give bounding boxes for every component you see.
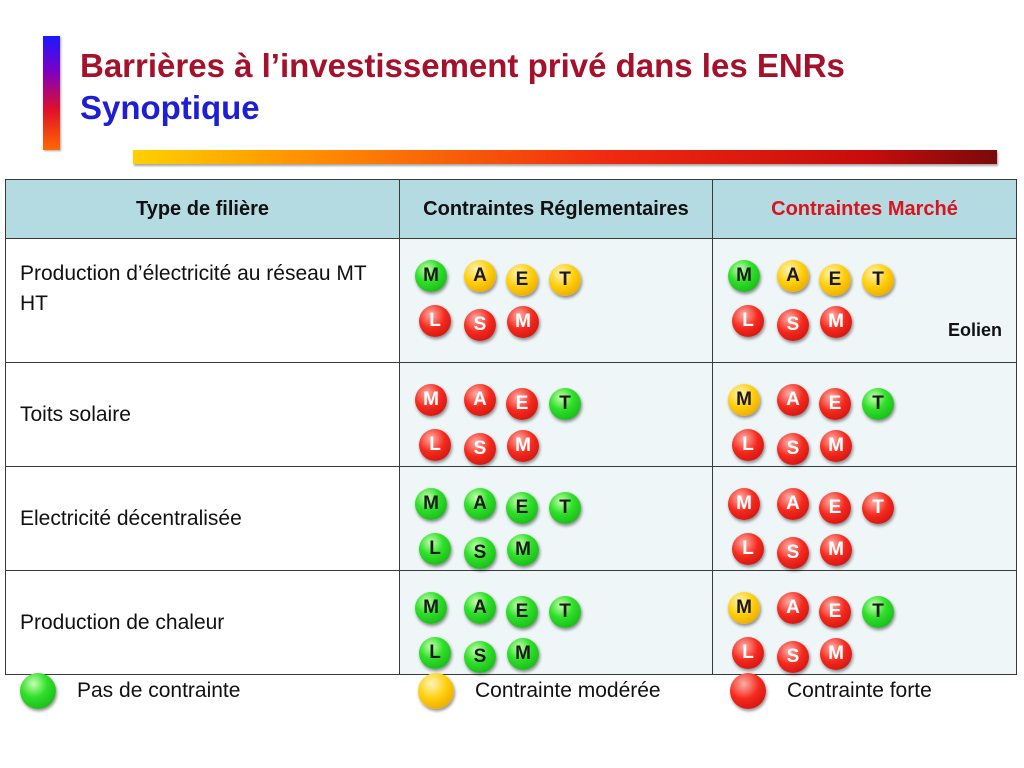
constraint-ball-strong-constraint: L: [732, 533, 764, 565]
constraint-ball-no-constraint: T: [549, 492, 581, 524]
legend-label: Pas de contrainte: [77, 679, 241, 702]
constraint-ball-moderate-constraint: M: [728, 384, 760, 416]
red-dot-icon: [730, 673, 766, 709]
constraint-ball-moderate-constraint: A: [777, 260, 809, 292]
constraint-ball-strong-constraint: S: [777, 641, 809, 673]
constraint-ball-moderate-constraint: T: [549, 264, 581, 296]
constraint-ball-strong-constraint: S: [777, 537, 809, 569]
constraint-ball-strong-constraint: M: [820, 430, 852, 462]
constraint-ball-no-constraint: E: [506, 492, 538, 524]
legend-moderate-constraint: Contrainte modérée: [418, 673, 661, 709]
constraint-ball-strong-constraint: T: [862, 492, 894, 524]
legend-label: Contrainte forte: [787, 679, 932, 702]
constraint-ball-strong-constraint: E: [506, 388, 538, 420]
constraint-ball-strong-constraint: S: [464, 433, 496, 465]
constraint-ball-moderate-constraint: E: [506, 264, 538, 296]
synopsis-table: Type de filière Contraintes Réglementair…: [5, 179, 1017, 675]
constraint-ball-moderate-constraint: M: [728, 592, 760, 624]
constraint-ball-no-constraint: T: [549, 388, 581, 420]
legend-no-constraint: Pas de contrainte: [20, 673, 240, 709]
green-dot-icon: [20, 673, 56, 709]
legend-label: Contrainte modérée: [475, 679, 661, 702]
constraint-ball-strong-constraint: M: [820, 638, 852, 670]
title-accent-bar: [43, 36, 60, 150]
constraint-ball-strong-constraint: L: [732, 637, 764, 669]
constraint-ball-no-constraint: E: [506, 596, 538, 628]
constraint-ball-strong-constraint: S: [777, 309, 809, 341]
constraint-ball-strong-constraint: M: [507, 306, 539, 338]
constraint-ball-strong-constraint: A: [777, 592, 809, 624]
page-subtitle: Synoptique: [80, 89, 260, 126]
constraint-ball-no-constraint: M: [507, 638, 539, 670]
constraint-ball-strong-constraint: A: [777, 384, 809, 416]
constraint-ball-no-constraint: T: [549, 596, 581, 628]
market-note: Eolien: [947, 320, 1002, 340]
constraint-ball-strong-constraint: M: [820, 534, 852, 566]
constraint-ball-strong-constraint: E: [819, 492, 851, 524]
constraint-ball-strong-constraint: E: [819, 596, 851, 628]
constraint-ball-strong-constraint: S: [777, 433, 809, 465]
constraint-ball-strong-constraint: L: [419, 305, 451, 337]
constraint-ball-strong-constraint: E: [819, 388, 851, 420]
title-underline-bar: [133, 150, 997, 164]
column-header-marche: Contraintes Marché: [712, 179, 1017, 239]
table-row: Production d’électricité au réseau MT HT…: [5, 238, 1017, 363]
constraint-ball-no-constraint: M: [415, 260, 447, 292]
constraint-ball-strong-constraint: L: [419, 429, 451, 461]
constraint-ball-strong-constraint: L: [732, 305, 764, 337]
constraint-ball-strong-constraint: M: [507, 430, 539, 462]
row-type-label: Production d’électricité au réseau MT HT: [5, 238, 400, 363]
column-header-type: Type de filière: [5, 179, 400, 239]
constraint-ball-moderate-constraint: E: [819, 264, 851, 296]
constraint-ball-no-constraint: M: [728, 260, 760, 292]
constraint-ball-no-constraint: M: [507, 534, 539, 566]
constraint-ball-no-constraint: L: [419, 533, 451, 565]
constraint-ball-no-constraint: M: [415, 488, 447, 520]
constraint-ball-no-constraint: S: [464, 641, 496, 673]
constraint-ball-no-constraint: M: [415, 592, 447, 624]
table-header-row: Type de filière Contraintes Réglementair…: [5, 179, 1017, 239]
constraint-ball-no-constraint: A: [464, 592, 496, 624]
row-type-label: Toits solaire: [5, 362, 400, 467]
yellow-dot-icon: [418, 673, 454, 709]
constraint-ball-strong-constraint: M: [415, 384, 447, 416]
constraint-ball-strong-constraint: S: [464, 309, 496, 341]
constraint-ball-strong-constraint: M: [820, 306, 852, 338]
constraint-ball-strong-constraint: M: [728, 488, 760, 520]
column-header-reglementaires: Contraintes Réglementaires: [399, 179, 713, 239]
constraint-ball-strong-constraint: A: [464, 384, 496, 416]
page-title: Barrières à l’investissement privé dans …: [80, 47, 845, 84]
row-type-label: Electricité décentralisée: [5, 466, 400, 571]
constraint-ball-no-constraint: L: [419, 637, 451, 669]
constraint-ball-no-constraint: T: [862, 388, 894, 420]
constraint-ball-moderate-constraint: A: [464, 260, 496, 292]
constraint-ball-no-constraint: T: [862, 596, 894, 628]
constraint-ball-no-constraint: S: [464, 537, 496, 569]
constraint-ball-strong-constraint: A: [777, 488, 809, 520]
constraint-ball-strong-constraint: L: [732, 429, 764, 461]
row-type-label: Production de chaleur: [5, 570, 400, 675]
legend-strong-constraint: Contrainte forte: [730, 673, 932, 709]
constraint-ball-no-constraint: A: [464, 488, 496, 520]
constraint-ball-moderate-constraint: T: [862, 264, 894, 296]
